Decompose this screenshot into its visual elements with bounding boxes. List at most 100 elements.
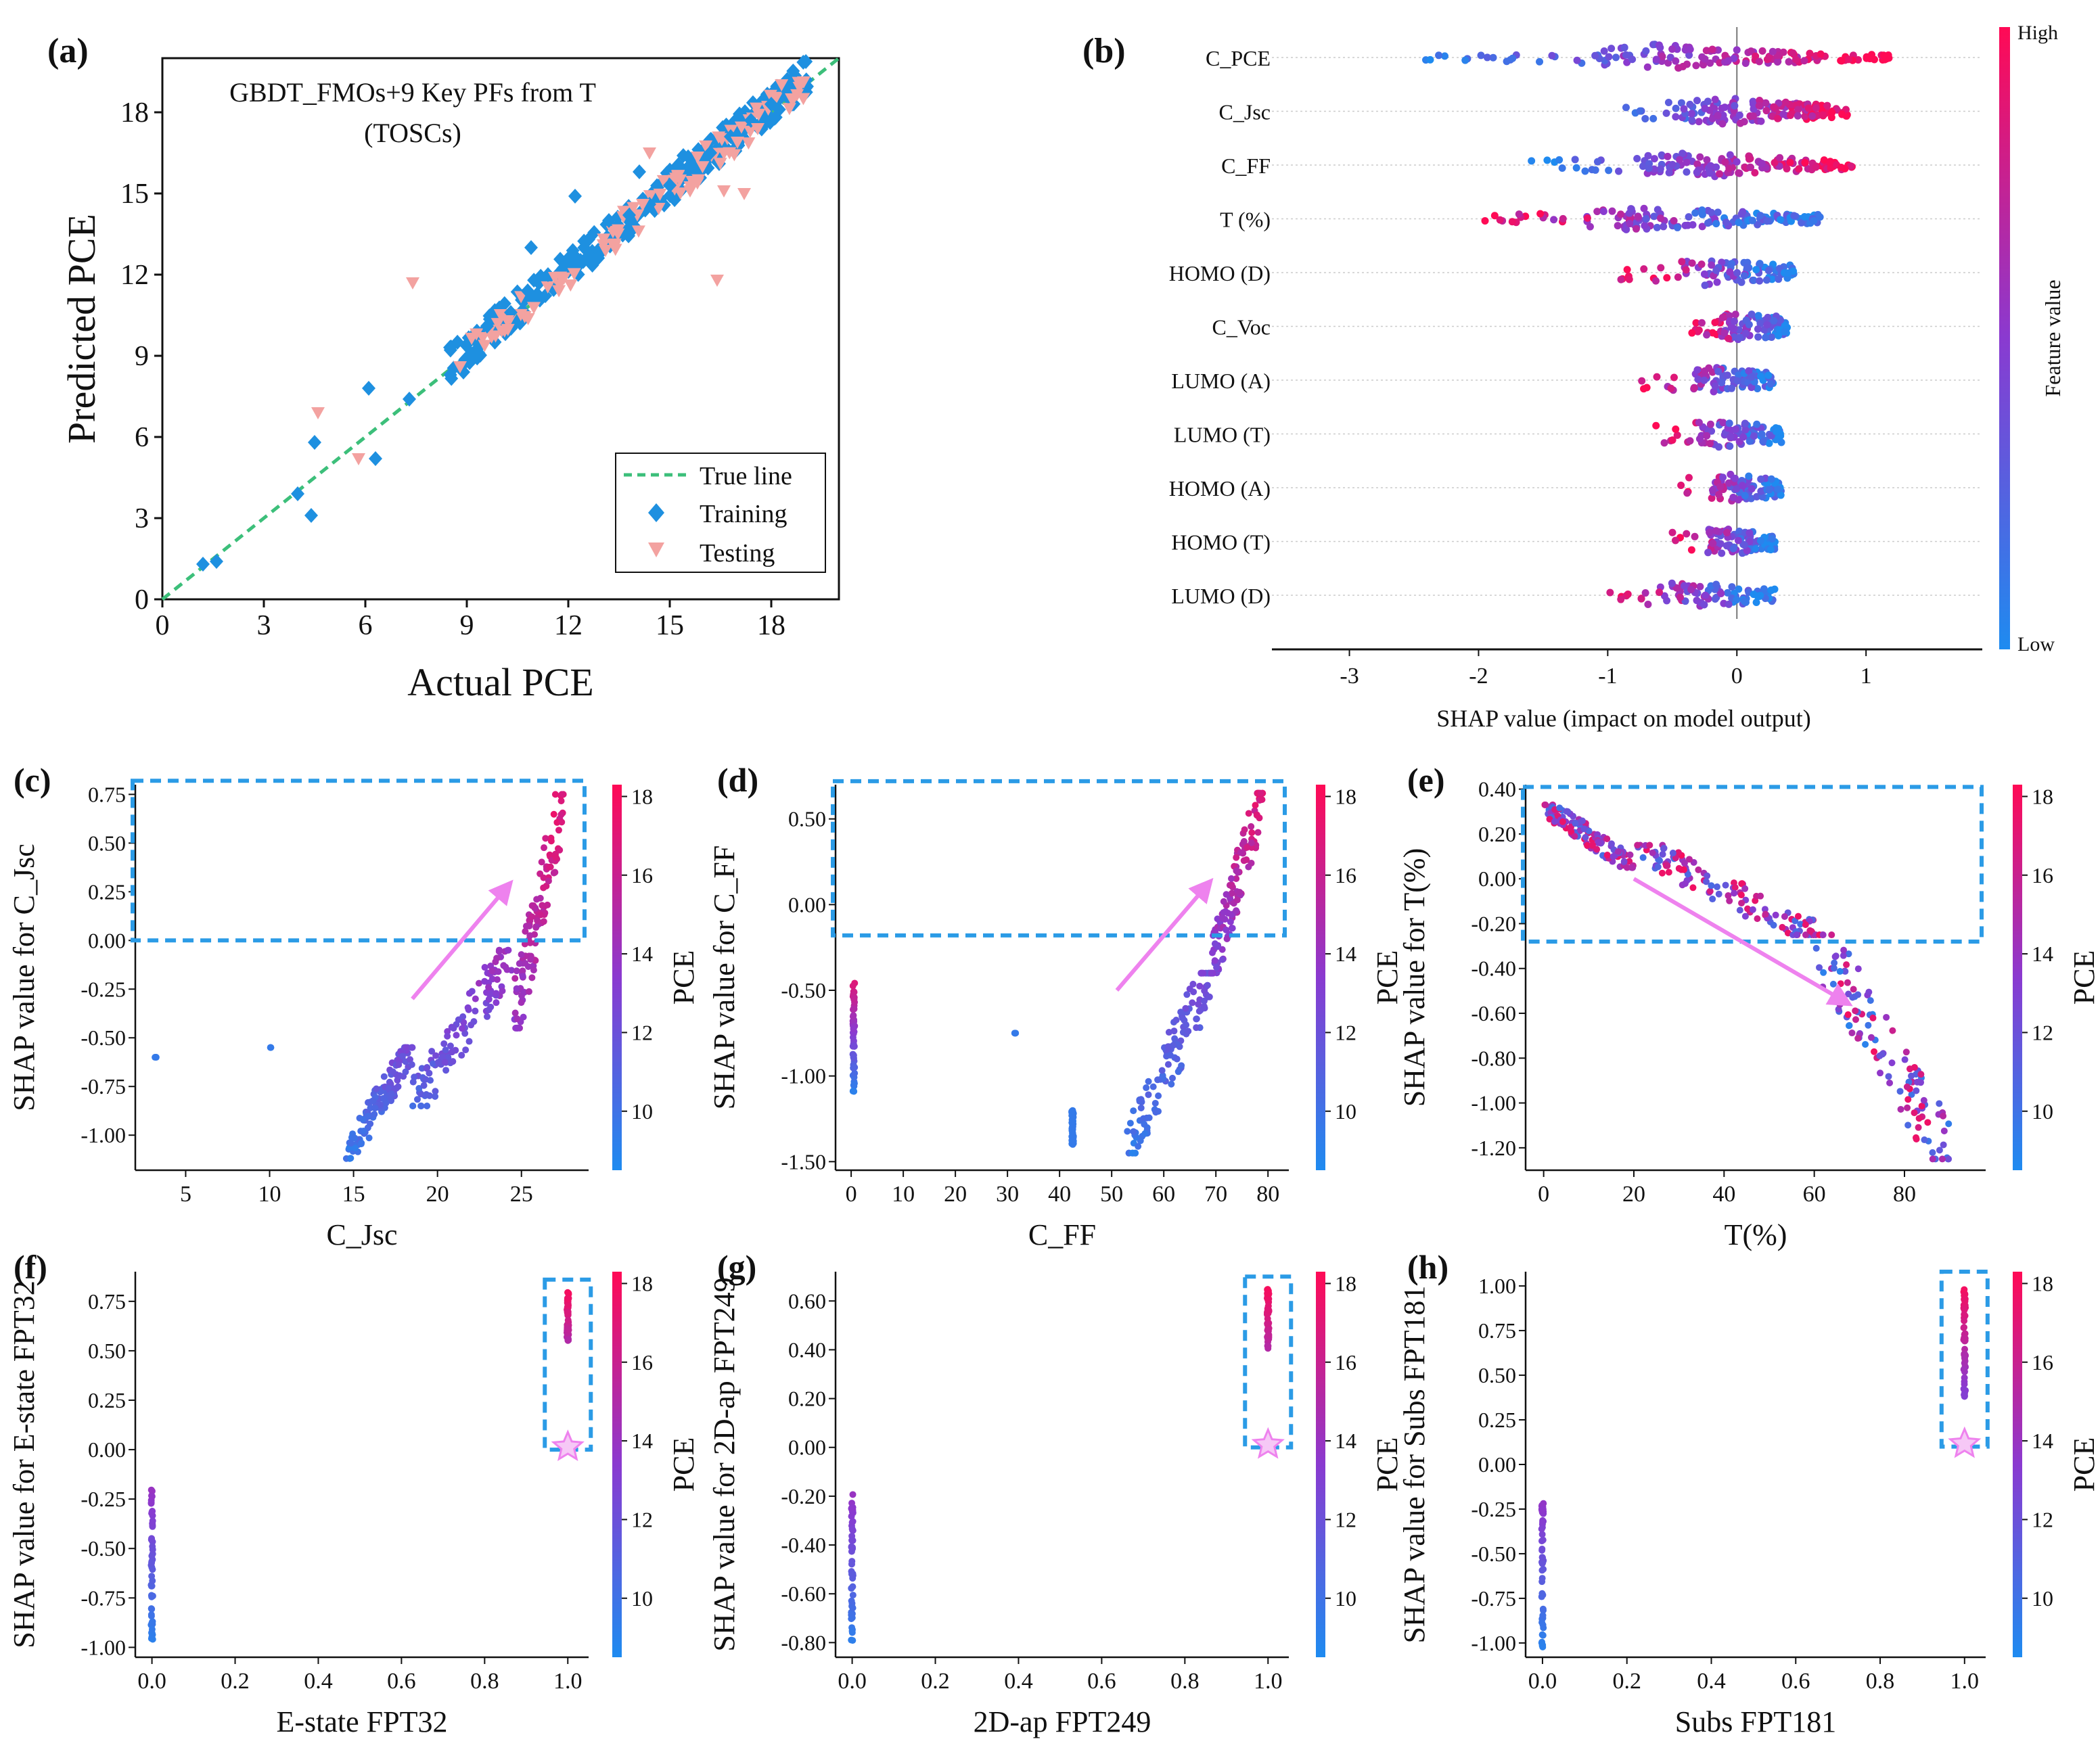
- shap-point: [1752, 52, 1760, 60]
- data-point: [1130, 1128, 1137, 1135]
- data-point: [1797, 921, 1804, 928]
- data-point: [1248, 859, 1255, 867]
- shap-point: [1658, 52, 1666, 60]
- shap-point: [1672, 425, 1680, 433]
- data-point: [1731, 889, 1738, 897]
- shap-point: [1716, 540, 1725, 548]
- shap-point: [1653, 373, 1661, 381]
- x-tick-label: 15: [656, 610, 684, 641]
- data-point: [1264, 1342, 1272, 1349]
- shap-point: [1826, 159, 1834, 167]
- shap-point: [1667, 384, 1675, 392]
- feature-label: C_Voc: [1212, 315, 1271, 340]
- training-point: [704, 145, 717, 160]
- data-point: [371, 1105, 379, 1112]
- data-point: [1264, 1290, 1271, 1297]
- data-point: [1867, 1034, 1875, 1041]
- data-point: [417, 1103, 425, 1109]
- shap-point: [1798, 218, 1806, 227]
- data-point: [423, 1065, 430, 1072]
- testing-point: [750, 102, 764, 115]
- shap-point: [1658, 151, 1666, 159]
- data-point: [1166, 1051, 1174, 1059]
- shap-point: [1634, 212, 1642, 221]
- shap-point: [1745, 437, 1754, 445]
- shap-point: [1701, 281, 1709, 290]
- data-point: [423, 1091, 430, 1099]
- data-point: [849, 1604, 857, 1612]
- x-tick-label: -3: [1340, 664, 1359, 689]
- data-point: [1664, 862, 1671, 869]
- shap-point: [1693, 366, 1702, 374]
- data-point: [418, 1065, 426, 1072]
- data-point: [409, 1078, 417, 1086]
- x-tick-label: 0.2: [1612, 1669, 1641, 1694]
- shap-point: [1719, 473, 1727, 482]
- star-icon: [1948, 1426, 1982, 1458]
- panel-h: (h) 0.0 0.2 0.4 0.6 0.8 1.0 -1.00 -0.75 -0.50 -0.2…: [1398, 1248, 2100, 1738]
- data-point: [148, 1625, 156, 1633]
- shap-point: [1686, 100, 1694, 108]
- shap-point: [1700, 270, 1708, 278]
- x-tick-label: -2: [1469, 664, 1488, 689]
- data-point: [1761, 906, 1768, 913]
- data-point: [1921, 1136, 1928, 1144]
- shap-point: [1750, 105, 1758, 113]
- y-tick-label: -0.40: [781, 1533, 826, 1557]
- shap-point: [1581, 167, 1589, 175]
- shap-point: [1558, 164, 1566, 172]
- shap-point: [1765, 486, 1773, 494]
- shap-point: [1701, 104, 1709, 112]
- data-point: [1658, 869, 1666, 877]
- data-point: [1546, 815, 1553, 823]
- training-point: [196, 557, 210, 572]
- shap-point: [1693, 597, 1701, 605]
- shap-point: [1685, 473, 1693, 482]
- data-point: [1265, 1331, 1273, 1339]
- colorbar-tick-label: 18: [1335, 1271, 1356, 1295]
- shap-point: [1645, 164, 1653, 172]
- shap-point: [1784, 269, 1792, 277]
- data-point: [1779, 923, 1786, 931]
- data-point: [360, 1128, 367, 1135]
- testing-point: [564, 279, 578, 292]
- shap-point: [1745, 155, 1753, 163]
- shap-point: [1730, 55, 1738, 63]
- colorbar-tick-label: 14: [1335, 1429, 1356, 1453]
- shap-point: [1691, 532, 1699, 540]
- data-point: [1141, 1121, 1148, 1128]
- colorbar-label: PCE: [2068, 1437, 2100, 1492]
- shap-point: [1668, 579, 1676, 587]
- x-tick-label: 0.0: [137, 1669, 166, 1694]
- training-point: [663, 178, 677, 193]
- panel-g: (g) 0.0 0.2 0.4 0.6 0.8 1.0 -0.80 -0.60 -0.40 -0.2…: [708, 1248, 1404, 1738]
- shap-point: [1766, 380, 1775, 388]
- shap-point: [1800, 213, 1808, 221]
- legend-true-line: True line: [700, 462, 792, 490]
- data-point: [1135, 1142, 1142, 1150]
- feature-label: T (%): [1220, 208, 1271, 232]
- shap-point: [1779, 110, 1787, 118]
- shap-point: [1767, 586, 1775, 595]
- data-point: [503, 966, 511, 973]
- colorbar-tick-label: 18: [1335, 784, 1356, 808]
- training-point: [480, 319, 494, 333]
- shap-point: [1649, 114, 1658, 122]
- data-point: [1190, 988, 1197, 996]
- feature-label: HOMO (A): [1169, 476, 1271, 501]
- trend-arrow: [1115, 877, 1214, 992]
- shap-point: [1699, 61, 1708, 69]
- testing-point: [636, 199, 649, 211]
- shap-point: [1481, 216, 1489, 225]
- shap-point: [1722, 542, 1731, 550]
- data-point: [430, 1060, 437, 1067]
- shap-point: [1642, 47, 1650, 55]
- y-tick-label: 0.20: [1478, 822, 1516, 846]
- shap-point: [1733, 158, 1741, 166]
- shap-point: [1612, 53, 1620, 62]
- shap-point: [1756, 536, 1764, 545]
- data-point: [439, 1053, 447, 1061]
- colorbar-tick-label: 16: [1335, 1350, 1356, 1374]
- testing-point: [497, 325, 511, 338]
- data-point: [1128, 1149, 1136, 1157]
